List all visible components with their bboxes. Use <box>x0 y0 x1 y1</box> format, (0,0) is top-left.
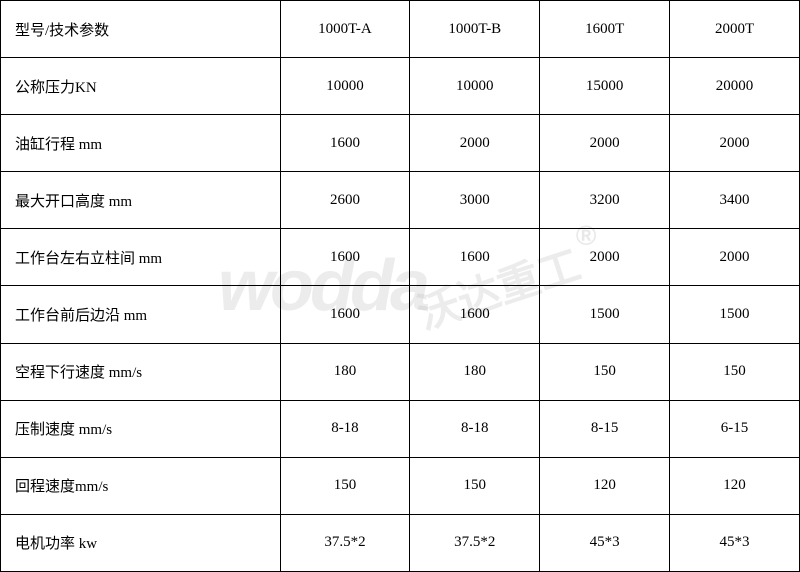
row-data-cell: 150 <box>280 457 410 514</box>
row-data-cell: 150 <box>540 343 670 400</box>
table-row: 空程下行速度 mm/s180180150150 <box>1 343 800 400</box>
row-data-cell: 20000 <box>670 58 800 115</box>
row-label-cell: 电机功率 kw <box>1 514 281 571</box>
row-data-cell: 2000 <box>540 115 670 172</box>
row-label-cell: 最大开口高度 mm <box>1 172 281 229</box>
row-data-cell: 1600 <box>280 229 410 286</box>
row-label-cell: 回程速度mm/s <box>1 457 281 514</box>
row-data-cell: 2600 <box>280 172 410 229</box>
row-data-cell: 150 <box>410 457 540 514</box>
row-data-cell: 1500 <box>540 286 670 343</box>
row-data-cell: 1600 <box>410 229 540 286</box>
row-data-cell: 10000 <box>410 58 540 115</box>
row-label-cell: 空程下行速度 mm/s <box>1 343 281 400</box>
row-data-cell: 37.5*2 <box>280 514 410 571</box>
row-data-cell: 1600 <box>410 286 540 343</box>
table-row: 工作台左右立柱间 mm1600160020002000 <box>1 229 800 286</box>
header-data-cell: 2000T <box>670 1 800 58</box>
table-row: 回程速度mm/s150150120120 <box>1 457 800 514</box>
specs-table: 型号/技术参数1000T-A1000T-B1600T2000T公称压力KN100… <box>0 0 800 572</box>
row-label-cell: 公称压力KN <box>1 58 281 115</box>
row-data-cell: 1600 <box>280 286 410 343</box>
table-row: 工作台前后边沿 mm1600160015001500 <box>1 286 800 343</box>
row-data-cell: 45*3 <box>670 514 800 571</box>
header-data-cell: 1600T <box>540 1 670 58</box>
row-data-cell: 180 <box>410 343 540 400</box>
row-data-cell: 3200 <box>540 172 670 229</box>
row-data-cell: 2000 <box>410 115 540 172</box>
table-row: 油缸行程 mm1600200020002000 <box>1 115 800 172</box>
row-data-cell: 15000 <box>540 58 670 115</box>
row-data-cell: 8-18 <box>280 400 410 457</box>
row-data-cell: 180 <box>280 343 410 400</box>
table-row: 电机功率 kw37.5*237.5*245*345*3 <box>1 514 800 571</box>
row-label-cell: 油缸行程 mm <box>1 115 281 172</box>
table-row: 公称压力KN10000100001500020000 <box>1 58 800 115</box>
table-row: 最大开口高度 mm2600300032003400 <box>1 172 800 229</box>
row-data-cell: 150 <box>670 343 800 400</box>
row-data-cell: 6-15 <box>670 400 800 457</box>
row-data-cell: 8-18 <box>410 400 540 457</box>
row-data-cell: 2000 <box>670 115 800 172</box>
row-data-cell: 37.5*2 <box>410 514 540 571</box>
row-data-cell: 1500 <box>670 286 800 343</box>
row-label-cell: 压制速度 mm/s <box>1 400 281 457</box>
row-data-cell: 8-15 <box>540 400 670 457</box>
row-label-cell: 工作台左右立柱间 mm <box>1 229 281 286</box>
header-data-cell: 1000T-B <box>410 1 540 58</box>
row-label-cell: 工作台前后边沿 mm <box>1 286 281 343</box>
table-header-row: 型号/技术参数1000T-A1000T-B1600T2000T <box>1 1 800 58</box>
header-label-cell: 型号/技术参数 <box>1 1 281 58</box>
row-data-cell: 10000 <box>280 58 410 115</box>
row-data-cell: 3400 <box>670 172 800 229</box>
row-data-cell: 45*3 <box>540 514 670 571</box>
row-data-cell: 3000 <box>410 172 540 229</box>
table-row: 压制速度 mm/s8-188-188-156-15 <box>1 400 800 457</box>
row-data-cell: 1600 <box>280 115 410 172</box>
header-data-cell: 1000T-A <box>280 1 410 58</box>
row-data-cell: 2000 <box>540 229 670 286</box>
row-data-cell: 120 <box>670 457 800 514</box>
row-data-cell: 120 <box>540 457 670 514</box>
row-data-cell: 2000 <box>670 229 800 286</box>
